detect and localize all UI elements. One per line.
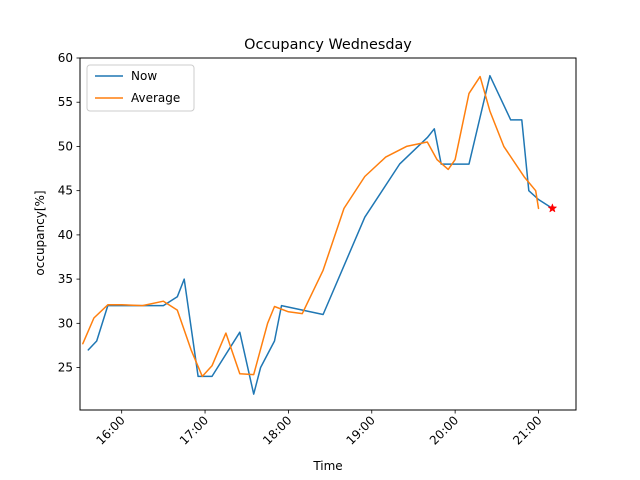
y-tick-label: 40 xyxy=(58,228,73,242)
y-tick-label: 45 xyxy=(58,184,73,198)
axes-frame xyxy=(79,57,577,411)
series-line-average xyxy=(82,75,540,378)
x-axis-label: Time xyxy=(312,459,342,473)
y-tick-label: 30 xyxy=(58,316,73,330)
legend-label-average: Average xyxy=(131,91,180,105)
legend-label-now: Now xyxy=(131,69,157,83)
y-tick-label: 25 xyxy=(58,361,73,375)
y-tick-label: 60 xyxy=(58,51,73,65)
y-tick-label: 55 xyxy=(58,95,73,109)
y-tick-label: 50 xyxy=(58,139,73,153)
y-tick-label: 35 xyxy=(58,272,73,286)
y-axis-label: occupancy[%] xyxy=(33,190,47,275)
current-value-marker xyxy=(547,203,558,213)
series-line-now xyxy=(87,74,554,395)
chart-title: Occupancy Wednesday xyxy=(244,37,412,53)
